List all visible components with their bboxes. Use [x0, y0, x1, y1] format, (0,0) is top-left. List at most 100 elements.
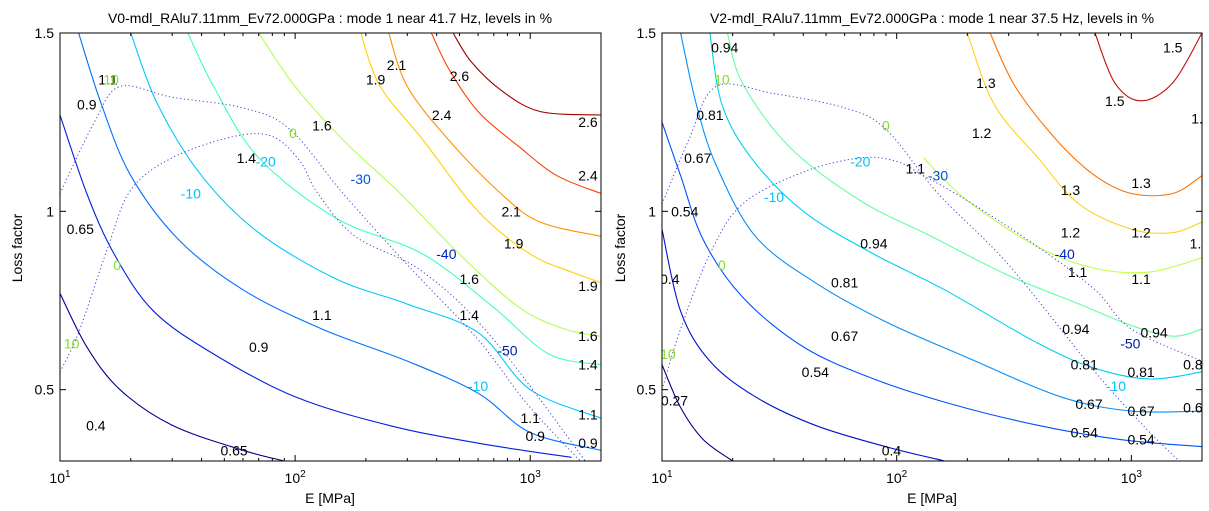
percent-annotation: -50 — [497, 342, 517, 358]
percent-annotation: -20 — [850, 153, 870, 169]
contour-label: 1.1 — [520, 410, 540, 426]
x-tick-label: 103 — [1121, 469, 1143, 486]
contour-label: 1.6 — [312, 118, 332, 134]
contour-label: 1.2 — [1131, 225, 1151, 241]
contour-label: 2.1 — [387, 57, 407, 73]
contour-label: 0.67 — [684, 150, 711, 166]
y-tick-label: 1.5 — [637, 25, 657, 41]
plot-frame — [59, 32, 602, 462]
contour-label: 0.54 — [1127, 432, 1154, 448]
contour-label: 2.6 — [578, 114, 598, 130]
dotted-path — [60, 133, 586, 461]
x-axis-label: E [MPa] — [305, 490, 355, 506]
contour-label: 0.81 — [831, 275, 858, 291]
contour-label: 2.6 — [450, 68, 470, 84]
contour-line — [360, 33, 601, 284]
contour-label: 1.4 — [459, 307, 479, 323]
contour-label: 0.4 — [660, 271, 680, 287]
contour-label: 0.4 — [882, 442, 902, 458]
y-tick-label: 0.5 — [637, 382, 657, 398]
contour-label: 0.54 — [1071, 424, 1098, 440]
contour-label: 0.81 — [1071, 357, 1098, 373]
contour-label: 1.2 — [1061, 225, 1081, 241]
contour-label: 1.2 — [972, 125, 992, 141]
contour-label: 1.6 — [578, 328, 598, 344]
contour-label: 2.4 — [432, 107, 452, 123]
chart-title: V2-mdl_RAlu7.11mm_Ev72.000GPa : mode 1 n… — [710, 10, 1154, 26]
contour-label: 1.1 — [312, 307, 332, 323]
contour-label: 0.65 — [67, 221, 94, 237]
contour-label: 0.9 — [249, 339, 269, 355]
contour-label: 0.67 — [831, 328, 858, 344]
plot-background — [662, 33, 1202, 461]
contour-label: 0.94 — [711, 39, 738, 55]
chart-panel-left: V0-mdl_RAlu7.11mm_Ev72.000GPa : mode 1 n… — [9, 10, 602, 506]
y-tick-label: 0.5 — [35, 382, 55, 398]
x-tick-label: 101 — [651, 469, 673, 486]
contour-label: 1.5 — [1191, 111, 1209, 127]
contour-label: 1.1 — [1131, 271, 1151, 287]
y-axis-label: Loss factor — [612, 213, 628, 282]
y-tick-label: 1 — [648, 203, 656, 219]
contour-label: 1.9 — [504, 235, 524, 251]
percent-annotation: -30 — [928, 168, 948, 184]
plot-contents: 0.27 0.4 0.4 0.54 0.54 0.54 0.54 0.67 0.67 0.67 0.… — [660, 33, 1209, 461]
contour-label: 1.1 — [578, 407, 598, 423]
plot-area: 0.40.650.650.90.90.9 0.91.11.11.1 1.11.41.… — [35, 25, 602, 486]
contour-line — [1094, 33, 1202, 102]
contour-line — [966, 33, 1202, 234]
contour-label: 2.4 — [578, 168, 598, 184]
contour-label: 0.65 — [220, 442, 247, 458]
contour-line — [662, 122, 1202, 448]
contour-line — [923, 157, 1202, 274]
percent-annotation: 0 — [289, 125, 297, 141]
contour-label: 0.94 — [860, 235, 887, 251]
chart-panel-right: V2-mdl_RAlu7.11mm_Ev72.000GPa : mode 1 n… — [612, 10, 1209, 506]
percent-annotation: -30 — [351, 171, 371, 187]
contour-line — [60, 114, 572, 458]
contour-label: 0.9 — [77, 96, 97, 112]
plot-contents: 0.40.650.650.90.90.9 0.91.11.11.1 1.11.41.… — [60, 33, 601, 461]
percent-annotation: 0 — [718, 257, 726, 273]
contour-label: 0.81 — [696, 107, 723, 123]
percent-annotation: -50 — [1120, 335, 1140, 351]
plot-area: 0.27 0.4 0.4 0.54 0.54 0.54 0.54 0.67 0.67 0.67 0.… — [637, 25, 1209, 486]
contour-line — [452, 33, 601, 116]
dotted-path — [662, 156, 1202, 390]
contour-label: 0.9 — [525, 428, 545, 444]
y-tick-label: 1.5 — [35, 25, 55, 41]
percent-annotation: -10 — [1106, 378, 1126, 394]
contour-label: 1.3 — [1131, 175, 1151, 191]
contour-label: 1.2 — [1190, 235, 1209, 251]
contour-label: 0.67 — [1075, 396, 1102, 412]
contour-label: 0.81 — [1127, 364, 1154, 380]
contour-label: 1.3 — [976, 75, 996, 91]
contour-label: 1.1 — [906, 161, 926, 177]
contour-line — [726, 33, 1202, 337]
contour-label: 1.6 — [459, 271, 479, 287]
y-tick-label: 1 — [46, 203, 54, 219]
contour-line — [388, 33, 601, 237]
contour-label: 0.94 — [1062, 321, 1089, 337]
percent-annotation: -10 — [181, 186, 201, 202]
percent-annotation: -40 — [436, 246, 456, 262]
contour-label: 0.81 — [1183, 357, 1209, 373]
percent-annotation: 10 — [64, 335, 80, 351]
contour-label: 1.5 — [1105, 93, 1125, 109]
percent-annotation: -10 — [468, 378, 488, 394]
contour-line — [187, 33, 601, 366]
contour-label: 1.1 — [1068, 264, 1088, 280]
contour-label: 1.5 — [1163, 39, 1183, 55]
y-axis-label: Loss factor — [9, 213, 25, 282]
contour-line — [680, 33, 1202, 413]
contour-label: 1.9 — [366, 71, 386, 87]
contour-line — [60, 293, 285, 461]
contour-label: 1.3 — [1061, 182, 1081, 198]
contour-line — [130, 33, 601, 419]
contour-label: 0.4 — [86, 417, 106, 433]
x-tick-label: 103 — [520, 469, 542, 486]
percent-annotation: 0 — [882, 118, 890, 134]
x-tick-label: 102 — [285, 469, 307, 486]
percent-annotation: 10 — [103, 71, 119, 87]
